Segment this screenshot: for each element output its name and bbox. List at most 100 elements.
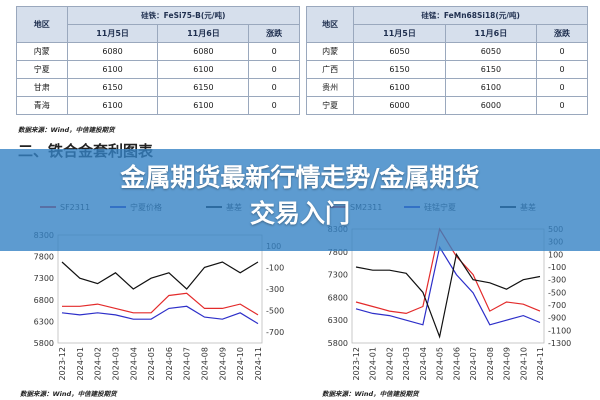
y-right-tick: -500: [266, 307, 284, 316]
y-right-tick: -1300: [548, 339, 571, 348]
table-header-date1: 11月5日: [66, 24, 159, 43]
x-tick: 2024-03: [111, 347, 120, 380]
table-cell: 6000: [444, 96, 538, 115]
x-tick: 2023-12: [352, 347, 361, 380]
table-cell: 6150: [353, 60, 446, 79]
x-tick: 2023-12: [58, 347, 67, 380]
y-right-tick: -700: [548, 301, 566, 310]
series-line: [355, 252, 541, 339]
plot-frame: [57, 234, 263, 344]
table-cell: 内蒙: [305, 42, 355, 61]
x-tick: 2024-11: [254, 347, 263, 380]
table-header-region: 地区: [305, 6, 355, 43]
table-header-change: 涨跌: [248, 24, 300, 43]
y-right-tick: -100: [548, 263, 566, 272]
x-tick: 2024-11: [536, 347, 545, 380]
y-left-tick: 5800: [328, 339, 348, 348]
x-tick: 2024-04: [129, 347, 138, 380]
table-cell: 6100: [353, 78, 446, 97]
table-caption: 硅铁：FeSi75-B(元/吨): [66, 6, 301, 25]
table-cell: 0: [536, 78, 588, 97]
banner-title-line2: 交易入门: [249, 199, 350, 228]
x-tick: 2024-10: [236, 347, 245, 380]
x-tick: 2024-03: [402, 347, 411, 380]
table-cell: 青海: [16, 96, 68, 115]
table-cell: 6050: [444, 42, 538, 61]
y-left-tick: 6300: [34, 317, 54, 326]
table-cell: 6100: [66, 60, 159, 79]
table-cell: 6050: [353, 42, 446, 61]
table-cell: 内蒙: [16, 42, 68, 61]
table-cell: 0: [248, 78, 300, 97]
x-tick: 2024-09: [503, 347, 512, 380]
y-right-tick: -1100: [548, 326, 571, 335]
table-cell: 6080: [157, 42, 250, 61]
series-line: [61, 261, 259, 290]
x-tick: 2024-05: [436, 347, 445, 380]
table-cell: 0: [536, 96, 588, 115]
table-row: 内蒙 6050 6050 0: [305, 42, 588, 61]
table-header-region: 地区: [16, 6, 68, 43]
x-tick: 2024-05: [147, 347, 156, 380]
table-cell: 宁夏: [16, 60, 68, 79]
x-tick: 2024-09: [218, 347, 227, 380]
table-row: 内蒙 6080 6080 0: [16, 42, 300, 61]
x-tick: 2024-04: [419, 347, 428, 380]
y-right-tick: -900: [548, 314, 566, 323]
table-header-date1: 11月5日: [353, 24, 446, 43]
y-left-tick: 5800: [34, 339, 54, 348]
table-cell: 0: [536, 42, 588, 61]
series-line: [61, 305, 259, 325]
table-row: 宁夏 6000 6000 0: [305, 96, 588, 115]
table-cell: 广西: [305, 60, 355, 79]
table-cell: 甘肃: [16, 78, 68, 97]
table-header-date2: 11月6日: [157, 24, 250, 43]
ferrosilicon-price-table: 地区 硅铁：FeSi75-B(元/吨) 11月5日 11月6日 涨跌 内蒙 60…: [16, 6, 301, 115]
table-cell: 6150: [66, 78, 159, 97]
x-tick: 2024-07: [183, 347, 192, 380]
y-right-tick: -700: [266, 328, 284, 337]
y-left-tick: 7300: [328, 271, 348, 280]
series-line: [62, 292, 259, 316]
x-tick: 2024-07: [469, 347, 478, 380]
table-cell: 6100: [157, 60, 250, 79]
table-header-date2: 11月6日: [444, 24, 538, 43]
y-left-tick: 6800: [328, 293, 348, 302]
y-right-tick: -300: [266, 285, 284, 294]
y-left-tick: 6800: [34, 296, 54, 305]
banner-title-line1: 金属期货最新行情走势/金属期货: [120, 163, 480, 192]
table-cell: 贵州: [305, 78, 355, 97]
x-tick: 2024-10: [519, 347, 528, 380]
x-tick: 2024-01: [76, 347, 85, 380]
data-source-note-left: 数据来源：Wind，中信建投期货: [20, 390, 117, 398]
y-left-tick: 7800: [328, 248, 348, 257]
y-left-tick: 7300: [34, 274, 54, 283]
y-right-tick: -100: [266, 263, 284, 272]
table-cell: 6080: [66, 42, 159, 61]
x-tick: 2024-06: [452, 347, 461, 380]
table-row: 广西 6150 6150 0: [305, 60, 588, 79]
table-cell: 6150: [157, 78, 250, 97]
table-cell: 0: [536, 60, 588, 79]
table-header-change: 涨跌: [536, 24, 588, 43]
table-cell: 0: [248, 60, 300, 79]
table-row: 甘肃 6150 6150 0: [16, 78, 300, 97]
table-cell: 6150: [444, 60, 538, 79]
y-right-tick: -500: [548, 288, 566, 297]
y-left-tick: 6300: [328, 316, 348, 325]
x-tick: 2024-02: [385, 347, 394, 380]
y-left-tick: 7800: [34, 253, 54, 262]
title-banner: [0, 149, 600, 251]
silicomanganese-price-table: 地区 硅锰：FeMn68Si18(元/吨) 11月5日 11月6日 涨跌 内蒙 …: [305, 6, 588, 115]
table-cell: 0: [248, 42, 300, 61]
x-tick: 2024-01: [369, 347, 378, 380]
table-cell: 0: [248, 96, 300, 115]
table-row: 宁夏 6100 6100 0: [16, 60, 300, 79]
table-row: 青海 6100 6100 0: [16, 96, 300, 115]
table-cell: 宁夏: [305, 96, 355, 115]
table-cell: 6100: [157, 96, 250, 115]
table-cell: 6100: [444, 78, 538, 97]
x-tick: 2024-06: [165, 347, 174, 380]
table-cell: 6000: [353, 96, 446, 115]
series-line: [355, 245, 541, 326]
